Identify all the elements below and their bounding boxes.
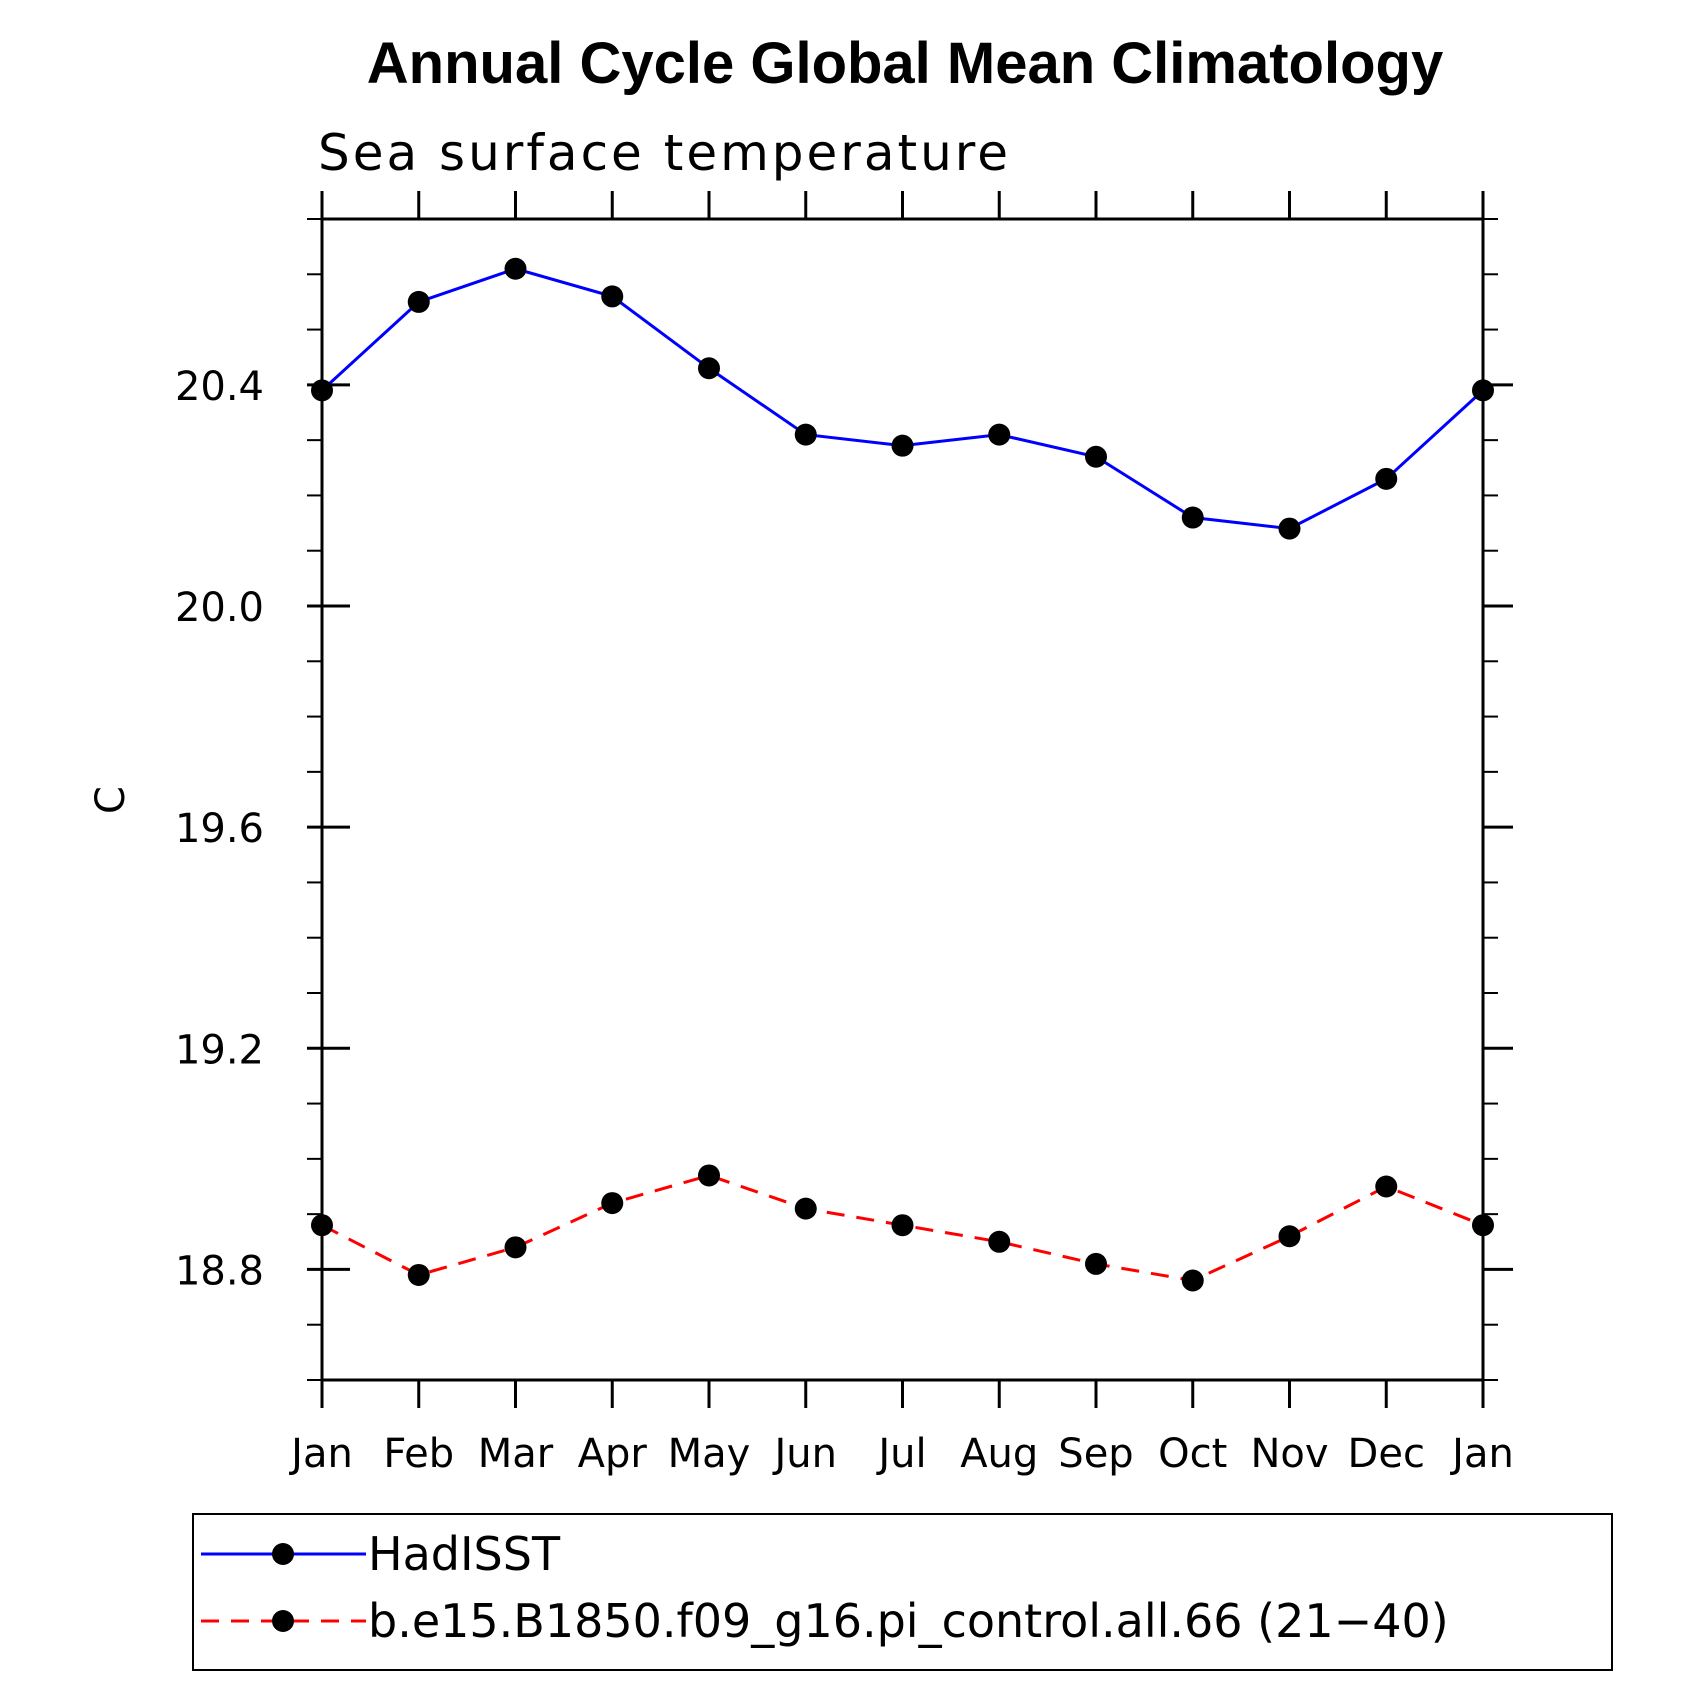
data-point-1	[1278, 1225, 1301, 1248]
legend-marker-1	[272, 1610, 294, 1632]
axis-ticks	[307, 191, 1513, 1408]
x-tick-label: Apr	[578, 1431, 648, 1477]
data-point-0	[1278, 517, 1301, 540]
data-point-1	[1181, 1269, 1204, 1292]
data-point-1	[311, 1214, 333, 1237]
x-tick-label: Jun	[772, 1431, 838, 1477]
y-tick-label: 20.4	[175, 364, 264, 410]
chart-subtitle: Sea surface temperature	[318, 124, 1011, 182]
data-point-0	[794, 423, 817, 446]
x-tick-label: Nov	[1250, 1431, 1328, 1477]
x-tick-label: Sep	[1058, 1431, 1133, 1477]
legend-label-0: HadISST	[368, 1527, 561, 1581]
data-point-1	[891, 1214, 914, 1237]
x-tick-label: Dec	[1348, 1431, 1425, 1477]
y-axis-label: C	[88, 786, 134, 814]
x-tick-label: Jul	[875, 1431, 926, 1477]
legend-label-1: b.e15.B1850.f09_g16.pi_control.all.66 (2…	[368, 1594, 1449, 1648]
data-point-1	[1085, 1252, 1107, 1275]
y-tick-label: 18.8	[175, 1248, 264, 1294]
data-point-0	[988, 423, 1011, 446]
data-point-1	[698, 1164, 720, 1187]
data-point-0	[1085, 445, 1107, 468]
chart-title: Annual Cycle Global Mean Climatology	[367, 31, 1443, 96]
x-tick-label: Mar	[478, 1431, 554, 1477]
legend-frame	[192, 1513, 1613, 1671]
x-tick-label: Feb	[383, 1431, 454, 1477]
data-point-1	[1375, 1175, 1398, 1198]
data-point-0	[311, 379, 333, 402]
y-tick-label: 19.6	[175, 806, 264, 852]
x-tick-label: Oct	[1158, 1431, 1227, 1477]
x-tick-label: May	[668, 1431, 751, 1477]
data-point-0	[504, 257, 527, 280]
data-point-1	[794, 1197, 817, 1220]
data-point-1	[407, 1263, 430, 1286]
data-point-0	[407, 290, 430, 313]
series-line-0	[320, 267, 1485, 531]
data-point-0	[891, 434, 914, 457]
plot-frame	[320, 217, 1485, 1382]
data-point-1	[988, 1230, 1011, 1253]
data-point-0	[1375, 467, 1398, 490]
x-tick-label: Jan	[288, 1431, 353, 1477]
series-layer	[311, 257, 1494, 1292]
legend: HadISST b.e15.B1850.f09_g16.pi_control.al…	[192, 1513, 1613, 1671]
x-tick-label: Aug	[960, 1431, 1038, 1477]
data-point-1	[1472, 1214, 1494, 1237]
legend-items: HadISST b.e15.B1850.f09_g16.pi_control.al…	[201, 1527, 1449, 1648]
data-point-1	[601, 1192, 624, 1215]
data-point-0	[1472, 379, 1494, 402]
legend-marker-0	[272, 1543, 294, 1565]
data-point-1	[504, 1236, 527, 1259]
y-tick-label: 19.2	[175, 1027, 264, 1073]
data-point-0	[601, 285, 624, 308]
data-point-0	[1181, 506, 1204, 529]
y-tick-labels: 18.8 19.2 19.6 20.0 20.4	[175, 364, 264, 1295]
x-tick-labels: Jan Feb Mar Apr May Jun Jul Aug Sep Oct Nov Dec Jan	[288, 1431, 1514, 1477]
data-point-0	[698, 357, 720, 380]
x-tick-label: Jan	[1449, 1431, 1514, 1477]
y-tick-label: 20.0	[175, 585, 264, 631]
